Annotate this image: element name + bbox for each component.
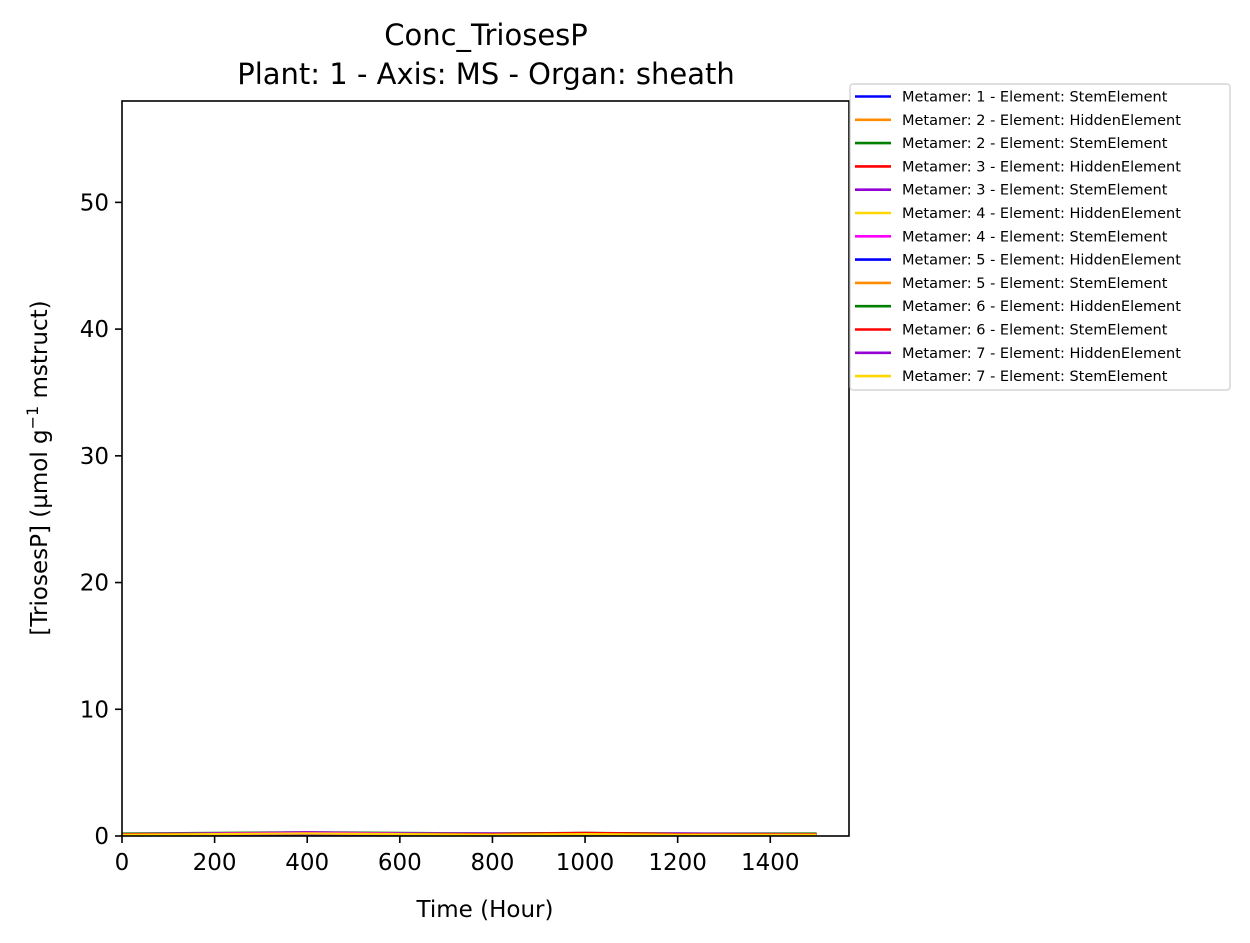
- y-axis: 0 10 20 30 40 50: [80, 190, 122, 850]
- legend-label-6: Metamer: 4 - Element: HiddenElement: [902, 206, 1181, 222]
- x-tick-label: 1000: [556, 850, 615, 876]
- legend-label-8: Metamer: 5 - Element: HiddenElement: [902, 253, 1181, 269]
- legend-frame: [849, 83, 1231, 391]
- legend-label-9: Metamer: 5 - Element: StemElement: [902, 276, 1168, 292]
- y-tick-label: 0: [94, 824, 109, 850]
- plot-area-frame: [121, 100, 850, 837]
- y-axis-label: [TriosesP] (µmol g−1 mstruct): [23, 300, 53, 635]
- x-tick-label: 600: [378, 850, 422, 876]
- y-tick-label: 40: [80, 317, 109, 343]
- chart-title: Conc_TriosesP: [384, 18, 588, 52]
- legend-label-3: Metamer: 2 - Element: StemElement: [902, 136, 1168, 152]
- x-tick-label: 0: [115, 850, 130, 876]
- series-line-13: [121, 832, 817, 836]
- x-tick-label: 200: [193, 850, 237, 876]
- legend-label-13: Metamer: 7 - Element: StemElement: [902, 369, 1168, 385]
- x-tick-label: 1200: [648, 850, 707, 876]
- y-tick-label: 10: [80, 697, 109, 723]
- legend-label-10: Metamer: 6 - Element: HiddenElement: [902, 299, 1181, 315]
- legend-label-2: Metamer: 2 - Element: HiddenElement: [902, 113, 1181, 129]
- legend-label-1: Metamer: 1 - Element: StemElement: [902, 90, 1168, 106]
- x-axis: 0 200 400 600 800 1000 1200 1400: [115, 836, 800, 876]
- x-tick-label: 400: [285, 850, 329, 876]
- y-axis-label-suffix: mstruct): [27, 300, 53, 405]
- legend-label-5: Metamer: 3 - Element: StemElement: [902, 183, 1168, 199]
- y-tick-label: 20: [80, 571, 109, 597]
- legend: Metamer: 1 - Element: StemElement Metamer…: [849, 83, 1231, 391]
- legend-label-12: Metamer: 7 - Element: HiddenElement: [902, 346, 1181, 362]
- chart-subtitle: Plant: 1 - Axis: MS - Organ: sheath: [237, 57, 735, 91]
- x-tick-label: 800: [470, 850, 514, 876]
- legend-label-4: Metamer: 3 - Element: HiddenElement: [902, 159, 1181, 175]
- series-layer: [121, 831, 817, 836]
- legend-label-7: Metamer: 4 - Element: StemElement: [902, 229, 1168, 245]
- x-axis-label: Time (Hour): [416, 897, 554, 923]
- legend-label-11: Metamer: 6 - Element: StemElement: [902, 323, 1168, 339]
- y-axis-label-superscript: −1: [23, 406, 42, 430]
- y-axis-label-prefix: [TriosesP] (µmol g: [27, 429, 53, 635]
- y-tick-label: 30: [80, 444, 109, 470]
- y-tick-label: 50: [80, 190, 109, 216]
- x-tick-label: 1400: [741, 850, 800, 876]
